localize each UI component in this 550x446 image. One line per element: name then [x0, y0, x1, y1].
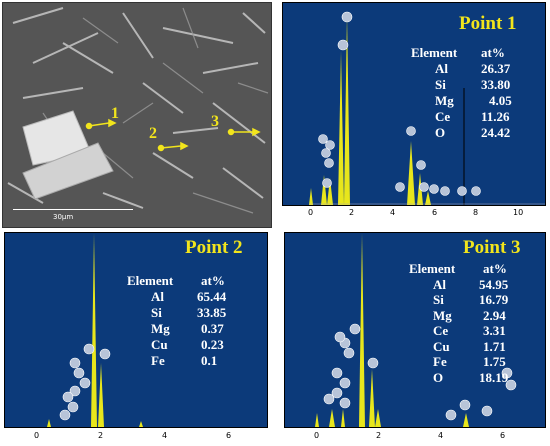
- value-cell: 4.05: [489, 93, 512, 108]
- table-row: Fe 1.75: [409, 354, 508, 370]
- table-row: Mg 4.05: [411, 93, 512, 109]
- header-element: Element: [409, 261, 456, 276]
- panel-title-point-3: Point 3: [463, 237, 521, 258]
- value-cell: 0.37: [201, 321, 224, 336]
- element-cell: O: [433, 369, 444, 385]
- element-cell: Si: [151, 305, 162, 320]
- spectrum-point-2: [47, 233, 143, 427]
- element-cell: Ce: [435, 109, 451, 124]
- element-cell: Si: [435, 77, 446, 92]
- element-cell: Al: [151, 289, 164, 304]
- value-cell: 24.42: [481, 125, 511, 140]
- value-cell: 26.37: [481, 61, 511, 76]
- value-cell: 3.31: [483, 323, 506, 338]
- x-tick: 6: [500, 431, 506, 440]
- x-tick: 4: [162, 431, 168, 440]
- spectrum-panel-point-3: Point 3 Element at% Al 54.95 Si 16.79 Mg 2.…: [284, 232, 546, 428]
- element-cell: Al: [433, 276, 446, 292]
- x-tick: 6: [226, 431, 232, 440]
- element-cell: Mg: [433, 307, 452, 323]
- table-row: Ce 11.26: [411, 109, 512, 125]
- x-tick: 6: [432, 208, 438, 217]
- spectrum-point-1: [309, 11, 545, 205]
- element-cell: Fe: [151, 353, 165, 368]
- header-element: Element: [127, 273, 174, 288]
- value-cell: 11.26: [481, 109, 510, 124]
- table-row: Ce 3.31: [409, 323, 508, 339]
- x-tick: 10: [513, 208, 524, 217]
- element-cell: Al: [435, 61, 448, 76]
- value-cell: 0.1: [201, 353, 218, 368]
- sem-marker-1: 1: [111, 105, 119, 122]
- value-cell: 33.85: [197, 305, 227, 320]
- table-row: Si 16.79: [409, 292, 508, 308]
- spectrum-panel-point-2: Point 2 Element at% Al 65.44 Si 33.85 Mg 0.…: [4, 232, 268, 428]
- header-at-percent: at%: [201, 273, 225, 288]
- table-row: O 24.42: [411, 125, 512, 141]
- header-at-percent: at%: [483, 261, 507, 276]
- sem-marker-3: 3: [211, 113, 219, 130]
- table-row: O 18.19: [409, 370, 508, 386]
- table-header: Element at%: [411, 45, 512, 61]
- table-row: Fe 0.1: [127, 353, 226, 369]
- x-tick: 0: [34, 431, 40, 440]
- value-cell: 33.80: [481, 77, 511, 92]
- scale-bar-label: 30μm: [53, 213, 74, 221]
- element-cell: O: [435, 125, 446, 140]
- header-element: Element: [411, 45, 458, 60]
- value-cell: 18.19: [479, 369, 509, 385]
- value-cell: 2.94: [483, 307, 506, 323]
- element-cell: Mg: [435, 93, 454, 108]
- value-cell: 16.79: [479, 292, 509, 307]
- spectrum-point-3: [315, 233, 517, 427]
- sem-texture: [3, 3, 271, 227]
- table-row: Al 54.95: [409, 277, 508, 293]
- value-cell: 65.44: [197, 289, 227, 304]
- spectrum-panel-point-1: Point 1 Element at% Al 26.37 Si 33.80 Mg 4.…: [282, 2, 546, 206]
- element-cell: Cu: [151, 337, 168, 352]
- table-row: Si 33.85: [127, 305, 226, 321]
- panel-title-point-2: Point 2: [185, 237, 243, 258]
- table-header: Element at%: [409, 261, 508, 277]
- x-tick: 8: [473, 208, 479, 217]
- table-row: Cu 1.71: [409, 339, 508, 355]
- panel-title-point-1: Point 1: [459, 13, 517, 34]
- element-cell: Ce: [433, 323, 449, 338]
- x-tick: 0: [308, 208, 314, 217]
- table-row: Mg 2.94: [409, 308, 508, 324]
- value-cell: 1.75: [483, 354, 506, 369]
- table-row: Al 26.37: [411, 61, 512, 77]
- value-cell: 54.95: [479, 276, 509, 292]
- table-row: Mg 0.37: [127, 321, 226, 337]
- composition-table-point-3: Element at% Al 54.95 Si 16.79 Mg 2.94 Ce 3.3…: [409, 261, 508, 385]
- composition-table-point-1: Element at% Al 26.37 Si 33.80 Mg 4.05 Ce 11.…: [411, 45, 512, 141]
- x-tick: 2: [376, 431, 382, 440]
- sem-micrograph: 1 2 3 30μm: [2, 2, 272, 228]
- element-cell: Mg: [151, 321, 170, 336]
- element-cell: Si: [433, 292, 444, 307]
- composition-table-point-2: Element at% Al 65.44 Si 33.85 Mg 0.37 Cu 0.2…: [127, 273, 226, 369]
- value-cell: 0.23: [201, 337, 224, 352]
- table-header: Element at%: [127, 273, 226, 289]
- element-cell: Fe: [433, 354, 447, 369]
- x-tick: 4: [390, 208, 396, 217]
- value-cell: 1.71: [483, 338, 506, 354]
- scale-bar: [13, 209, 133, 210]
- header-at-percent: at%: [481, 45, 505, 60]
- x-tick: 2: [349, 208, 355, 217]
- table-row: Cu 0.23: [127, 337, 226, 353]
- x-tick: 0: [314, 431, 320, 440]
- x-tick: 4: [438, 431, 444, 440]
- table-row: Si 33.80: [411, 77, 512, 93]
- x-tick: 2: [98, 431, 104, 440]
- sem-marker-2: 2: [149, 125, 157, 142]
- element-cell: Cu: [433, 338, 450, 354]
- sem-marker-arrows: [85, 118, 261, 152]
- table-row: Al 65.44: [127, 289, 226, 305]
